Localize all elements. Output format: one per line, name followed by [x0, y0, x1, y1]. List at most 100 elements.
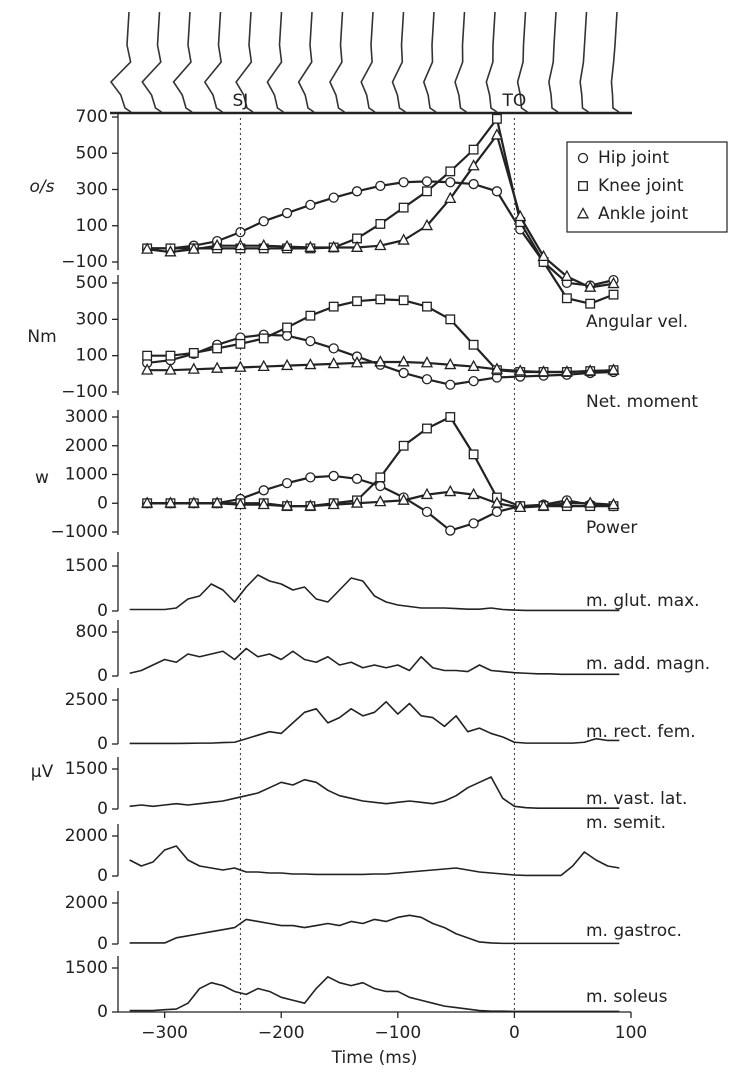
marker-square — [398, 295, 409, 306]
marker-square — [188, 347, 199, 358]
marker-triangle — [420, 356, 434, 368]
stick-figure — [422, 11, 437, 113]
y-tick-label: 300 — [76, 180, 108, 200]
y-tick-label: 300 — [76, 309, 108, 329]
event-label: SJ — [233, 91, 249, 111]
marker-triangle — [444, 484, 457, 497]
marker-triangle — [397, 493, 410, 505]
marker-triangle — [304, 357, 317, 370]
y-axis-unit: o/s — [30, 177, 55, 197]
stick-figure — [109, 11, 132, 113]
y-tick-label: 0 — [97, 934, 108, 954]
marker-triangle — [327, 497, 340, 510]
x-tick-label: 0 — [509, 1023, 520, 1043]
marker-triangle — [304, 499, 317, 511]
marker-square — [375, 294, 386, 305]
marker-circle — [421, 374, 433, 385]
series-line — [129, 700, 620, 745]
marker-circle — [351, 473, 363, 484]
marker-triangle — [467, 359, 480, 372]
series-line — [129, 574, 620, 612]
marker-square — [491, 113, 502, 124]
marker-triangle — [444, 357, 457, 370]
marker-square — [561, 293, 572, 304]
x-tick-label: −300 — [141, 1023, 188, 1043]
event-label: TO — [502, 91, 527, 111]
marker-square — [585, 298, 596, 309]
stick-figure — [454, 11, 467, 113]
marker-triangle — [327, 240, 340, 252]
marker-triangle — [257, 238, 270, 251]
y-tick-label: 1500 — [65, 958, 108, 978]
marker-circle — [258, 216, 269, 227]
y-tick-label: 0 — [97, 866, 108, 886]
marker-circle — [305, 472, 316, 483]
legend-label: Knee joint — [598, 176, 684, 196]
marker-square — [375, 218, 386, 229]
stick-figure — [235, 11, 254, 113]
stick-figure — [360, 11, 376, 113]
marker-triangle — [350, 240, 364, 252]
marker-circle — [468, 375, 479, 387]
panel-label: m. gastroc. — [586, 921, 682, 941]
marker-circle — [468, 518, 479, 529]
marker-triangle — [187, 496, 200, 508]
marker-circle — [328, 343, 339, 354]
marker-square — [422, 423, 432, 434]
marker-triangle — [374, 238, 387, 251]
x-tick-label: −200 — [258, 1023, 305, 1043]
marker-triangle — [420, 487, 434, 500]
marker-triangle — [211, 496, 224, 508]
marker-square — [258, 333, 269, 344]
marker-triangle — [141, 496, 154, 508]
marker-triangle — [397, 355, 410, 367]
marker-square — [282, 322, 293, 333]
marker-circle — [398, 367, 409, 379]
marker-circle — [445, 379, 456, 390]
marker-square — [608, 289, 619, 300]
marker-square — [305, 310, 316, 321]
marker-triangle — [467, 487, 480, 500]
series-line — [129, 647, 620, 676]
marker-square — [422, 186, 432, 197]
marker-square — [445, 166, 456, 177]
marker-circle — [328, 192, 339, 203]
y-tick-label: 0 — [97, 493, 108, 513]
y-tick-label: 2500 — [65, 690, 108, 710]
marker-square — [142, 350, 153, 361]
stick-figure — [141, 11, 162, 113]
panel-label: m. add. magn. — [586, 654, 710, 674]
y-tick-label: 100 — [76, 216, 108, 236]
panel-label: m. glut. max. — [586, 591, 700, 611]
marker-square — [212, 343, 223, 354]
marker-circle — [235, 226, 246, 238]
marker-triangle — [234, 360, 247, 372]
y-tick-label: 3000 — [65, 407, 108, 427]
panel-label: Angular vel. — [586, 312, 688, 332]
marker-square — [468, 449, 479, 460]
legend-label: Ankle joint — [598, 204, 688, 224]
marker-triangle — [514, 209, 527, 222]
marker-circle — [491, 186, 503, 197]
panel-label: m. soleus — [586, 987, 668, 1007]
marker-triangle — [350, 496, 364, 508]
x-tick-label: 100 — [615, 1023, 647, 1043]
marker-square — [235, 338, 246, 349]
marker-triangle — [211, 238, 224, 251]
marker-circle — [468, 178, 479, 190]
marker-triangle — [514, 364, 527, 376]
marker-triangle — [584, 496, 597, 508]
y-tick-label: −100 — [61, 252, 108, 272]
y-tick-label: −1000 — [50, 522, 108, 542]
marker-square — [165, 350, 176, 361]
marker-triangle — [467, 159, 480, 171]
y-tick-label: 2000 — [65, 893, 108, 913]
marker-circle — [421, 506, 433, 518]
marker-triangle — [141, 242, 154, 254]
marker-triangle — [444, 191, 457, 204]
marker-triangle — [164, 496, 177, 508]
y-axis-unit: w — [35, 468, 49, 488]
marker-triangle — [584, 364, 597, 376]
y-tick-label: 1500 — [65, 556, 108, 576]
marker-triangle — [374, 494, 387, 507]
